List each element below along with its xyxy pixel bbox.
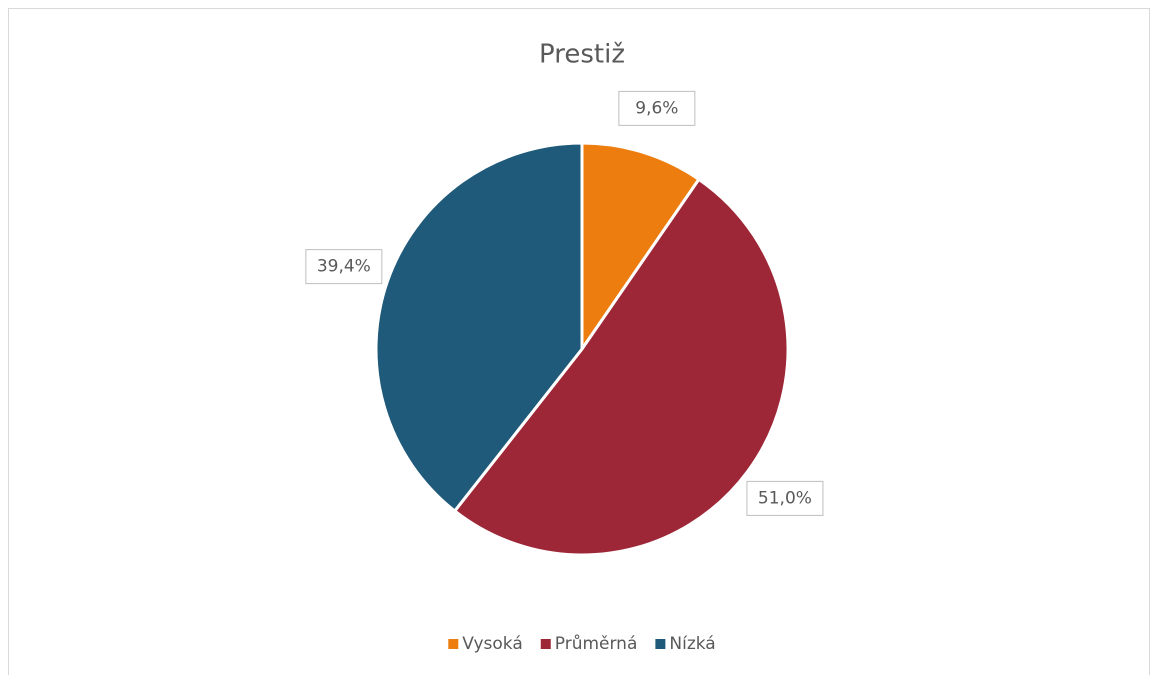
legend-label: Průměrná <box>555 634 638 654</box>
pie-slice <box>580 141 701 354</box>
pie-slice <box>374 141 584 514</box>
data-label: 39,4% <box>317 257 371 277</box>
chart-title: Prestiž <box>539 40 625 70</box>
legend-swatch <box>540 639 551 649</box>
data-label-box <box>618 90 696 126</box>
data-label-box <box>305 249 383 285</box>
data-label-box <box>746 480 824 516</box>
legend-swatch <box>448 639 459 649</box>
legend-swatch <box>655 639 666 649</box>
data-label: 9,6% <box>635 98 678 118</box>
pie-slice <box>452 177 790 557</box>
data-label: 51,0% <box>758 488 812 508</box>
legend-label: Vysoká <box>462 634 522 654</box>
legend-label: Nízká <box>669 634 715 654</box>
